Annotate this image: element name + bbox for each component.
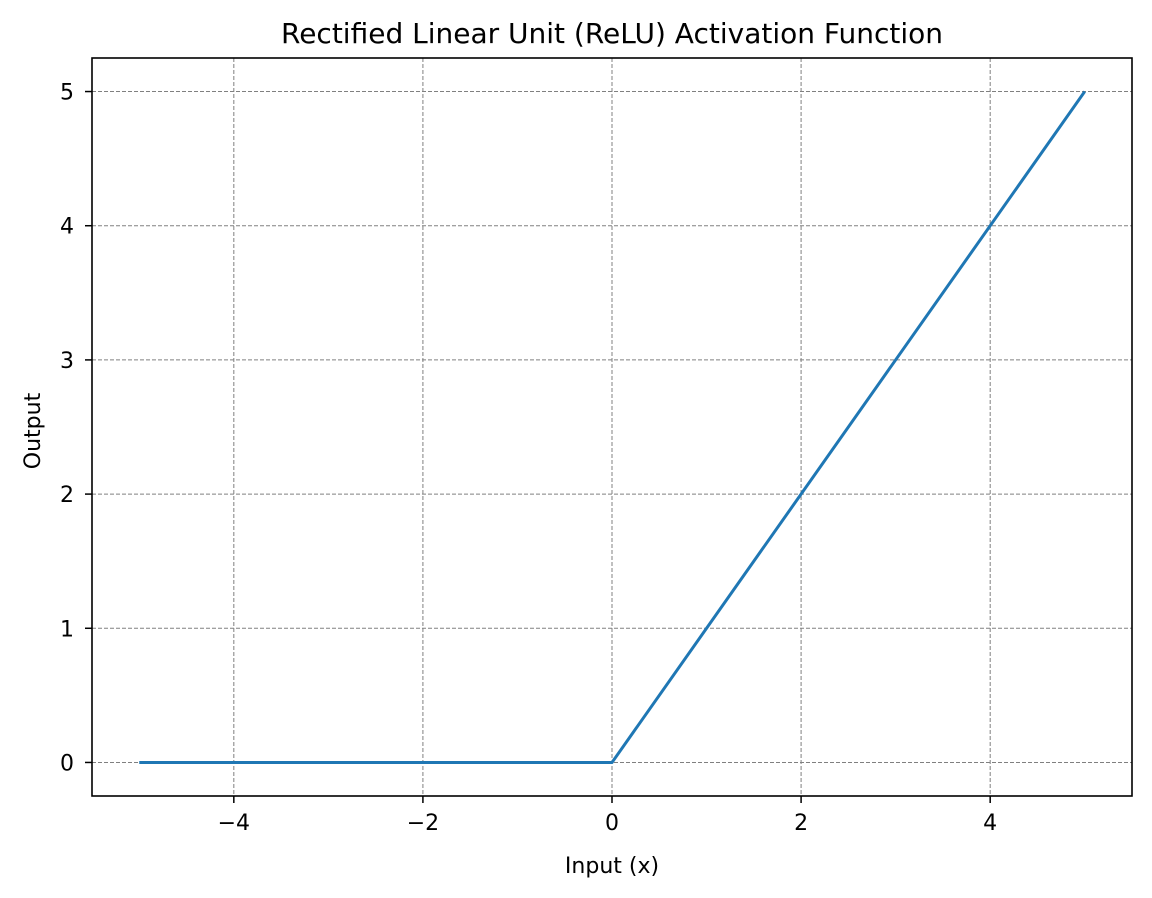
x-tick-label: 0 [605,811,619,836]
x-tick-label: 2 [794,811,808,836]
y-tick-label: 5 [60,81,74,106]
x-tick-label: 4 [983,811,997,836]
y-tick-label: 1 [60,617,74,642]
relu-series-line [139,90,1086,764]
x-axis-label: Input (x) [565,854,659,879]
x-tick-label: −2 [407,811,439,836]
plot-series [139,90,1086,764]
y-axis-label: Output [21,392,46,469]
chart-title: Rectified Linear Unit (ReLU) Activation … [281,17,943,50]
y-tick-label: 2 [60,483,74,508]
y-axis-ticks: 0 1 2 3 4 5 [60,81,92,776]
y-tick-label: 0 [60,751,74,776]
x-tick-label: −4 [218,811,250,836]
y-tick-label: 3 [60,349,74,374]
grid [92,58,1132,796]
x-axis-ticks: −4 −2 0 2 4 [218,796,997,836]
y-tick-label: 4 [60,215,74,240]
